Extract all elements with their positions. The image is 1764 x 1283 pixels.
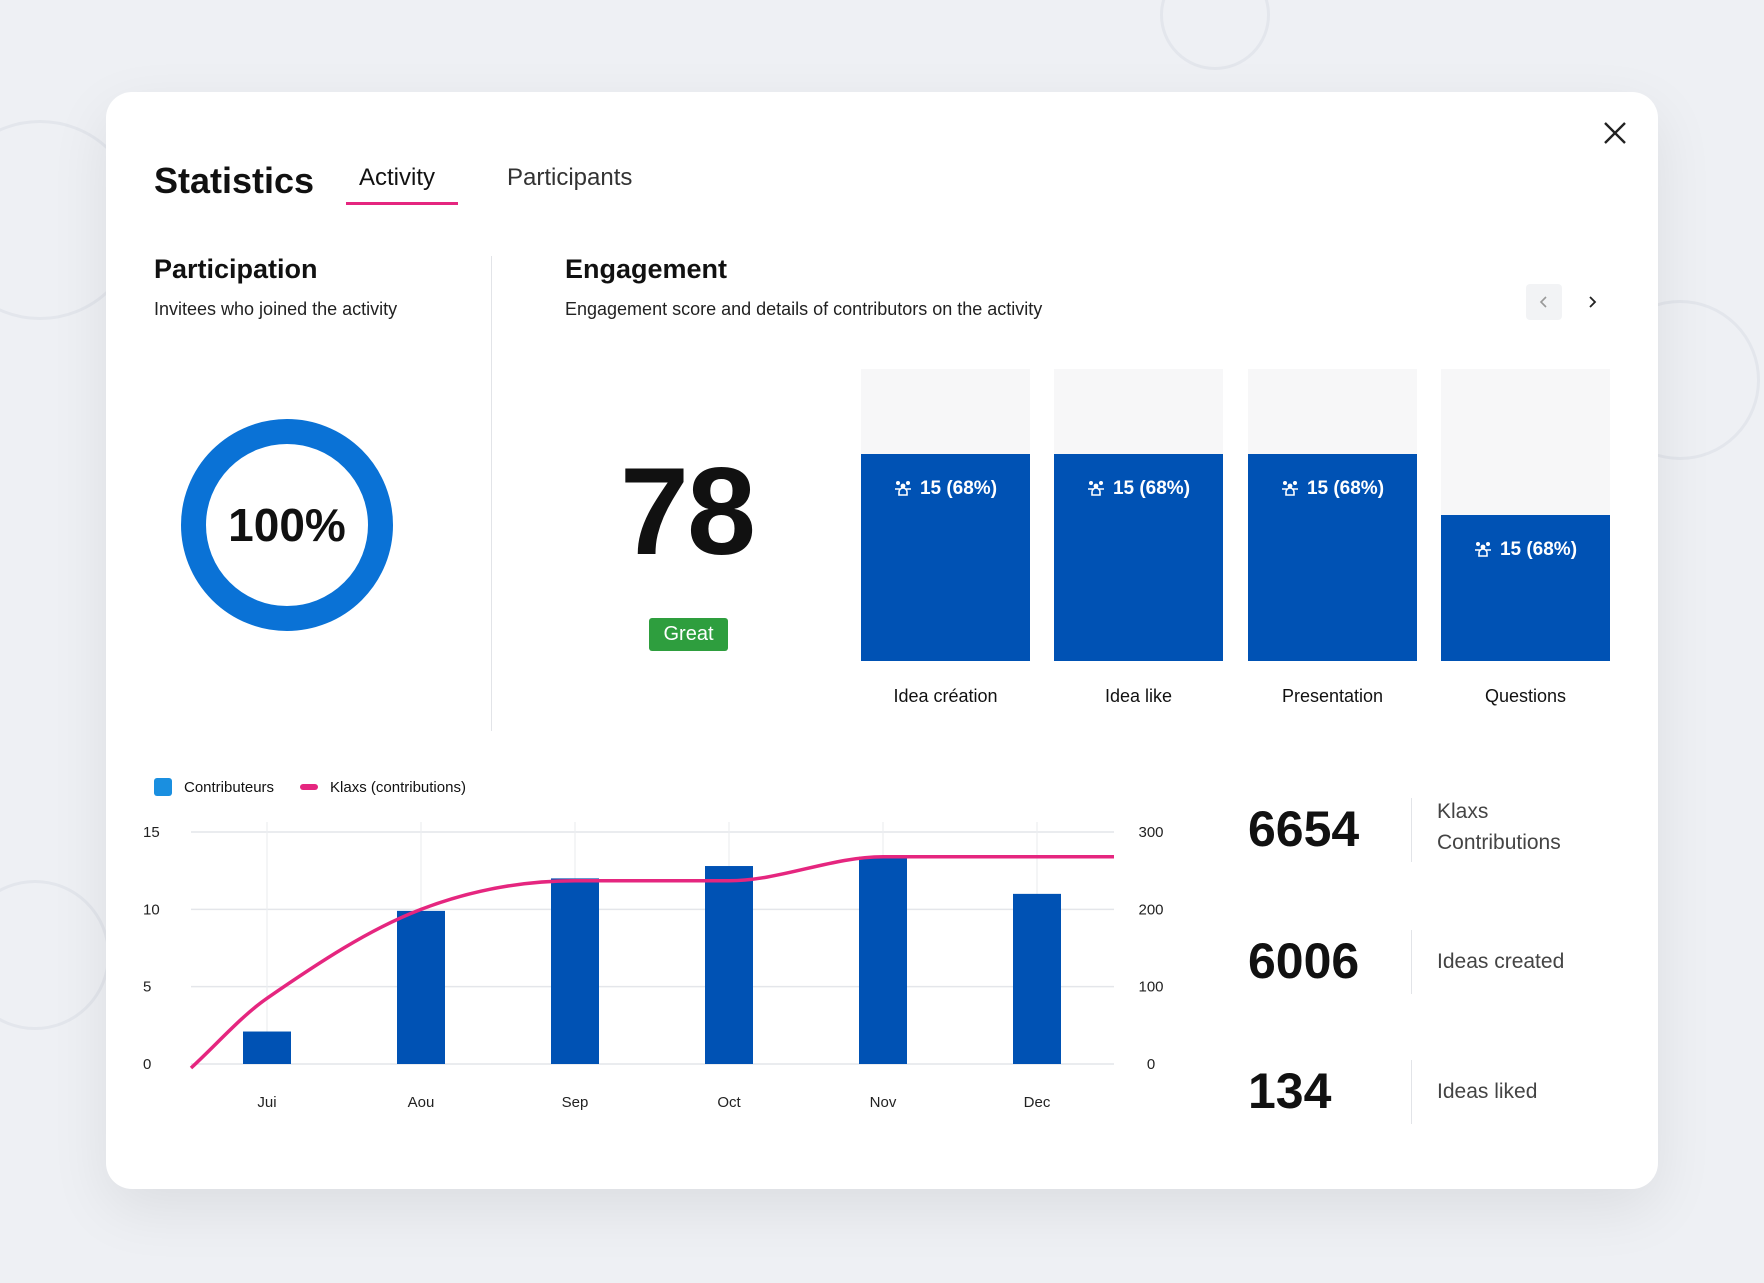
right-tick-label: 0 (1147, 1056, 1155, 1073)
right-tick-label: 300 (1138, 824, 1163, 841)
divider (1411, 930, 1412, 994)
left-tick-label: 15 (143, 824, 160, 841)
stat-label: Ideas created (1437, 950, 1565, 973)
page-title: Statistics (154, 160, 315, 201)
stat-value: 134 (1248, 1063, 1332, 1119)
background-decoration (0, 880, 110, 1030)
people-icon (1087, 480, 1104, 496)
participation-donut: 100% (181, 419, 393, 631)
people-icon (894, 480, 911, 496)
chart-legend: Contributeurs Klaxs (contributions) (154, 778, 466, 796)
left-tick-label: 5 (143, 979, 151, 996)
bar-contributeurs (243, 1031, 291, 1064)
engagement-score: 78 (620, 443, 756, 581)
background-decoration (1160, 0, 1270, 70)
combo-chart: 0 5 10 15 0 100 200 300 Jui Aou Sep Oct Nov Dec (143, 822, 1164, 1111)
x-tick-label: Sep (562, 1094, 589, 1111)
stat-label-line: Klaxs (1437, 800, 1489, 823)
engagement-bar-label: Questions (1484, 686, 1567, 706)
stat-value: 6654 (1248, 801, 1360, 857)
divider (491, 256, 492, 731)
engagement-bar-fill: 15 (68%) (861, 453, 1030, 661)
people-icon (1281, 480, 1298, 496)
engagement-bar: 15 (68%) (1248, 369, 1417, 661)
x-tick-label: Nov (870, 1094, 897, 1111)
bar-contributeurs (1013, 893, 1061, 1064)
engagement-bar-value: 15 (68%) (919, 477, 998, 499)
line-klaxs (189, 854, 1114, 1070)
tab-participants[interactable]: Participants (507, 164, 633, 191)
rating-badge: Great (649, 618, 728, 651)
bar-contributeurs (551, 878, 599, 1064)
legend-swatch-contributeurs (154, 778, 172, 796)
engagement-bar-value: 15 (68%) (1306, 477, 1385, 499)
engagement-subtitle: Engagement score and details of contribu… (565, 299, 1043, 319)
next-button[interactable] (1574, 284, 1610, 320)
left-tick-label: 10 (143, 901, 160, 918)
divider (1411, 1060, 1412, 1124)
participation-percent: 100% (228, 499, 346, 551)
engagement-bar-fill: 15 (68%) (1248, 453, 1417, 661)
participation-subtitle: Invitees who joined the activity (154, 299, 398, 319)
engagement-bar: 15 (68%) (861, 369, 1030, 661)
engagement-bar-value: 15 (68%) (1499, 539, 1578, 560)
engagement-bar: 15 (68%) (1054, 369, 1223, 661)
engagement-bar-label: Idea création (893, 686, 998, 706)
active-tab-indicator (346, 202, 458, 205)
stat-label-line: Contributions (1437, 831, 1561, 854)
stat-value: 6006 (1248, 933, 1360, 989)
engagement-bar-label: Idea like (1104, 686, 1173, 706)
engagement-bar-label: Presentation (1281, 686, 1384, 706)
chevron-left-icon (1539, 296, 1547, 308)
engagement-bar-fill: 15 (68%) (1441, 515, 1610, 661)
legend-label: Contributeurs (184, 778, 275, 796)
people-icon (1474, 542, 1491, 557)
previous-button[interactable] (1526, 284, 1562, 320)
legend-swatch-klaxs (300, 784, 319, 790)
x-tick-label: Aou (408, 1094, 435, 1111)
engagement-title: Engagement (565, 254, 728, 284)
statistics-modal: Statistics Activity Participants Partici… (106, 92, 1658, 1189)
engagement-bar-fill: 15 (68%) (1054, 453, 1223, 661)
bar-contributeurs (705, 866, 753, 1064)
bar-contributeurs (859, 856, 907, 1064)
engagement-bar: 15 (68%) (1441, 369, 1610, 661)
x-tick-label: Dec (1024, 1094, 1051, 1111)
engagement-bar-value: 15 (68%) (1112, 477, 1191, 499)
chevron-right-icon (1589, 296, 1597, 308)
right-tick-label: 200 (1138, 901, 1163, 918)
bar-contributeurs (397, 910, 445, 1064)
x-tick-label: Oct (717, 1094, 741, 1111)
close-icon (1604, 122, 1626, 144)
stat-label: Ideas liked (1437, 1080, 1538, 1103)
x-tick-label: Jui (257, 1094, 276, 1111)
legend-label: Klaxs (contributions) (330, 778, 466, 796)
left-tick-label: 0 (143, 1056, 151, 1073)
stat-label: Klaxs Contributions (1437, 796, 1561, 858)
right-tick-label: 100 (1138, 979, 1163, 996)
close-button[interactable] (1600, 118, 1630, 148)
participation-title: Participation (154, 254, 318, 284)
tab-activity[interactable]: Activity (359, 164, 436, 191)
divider (1411, 798, 1412, 862)
